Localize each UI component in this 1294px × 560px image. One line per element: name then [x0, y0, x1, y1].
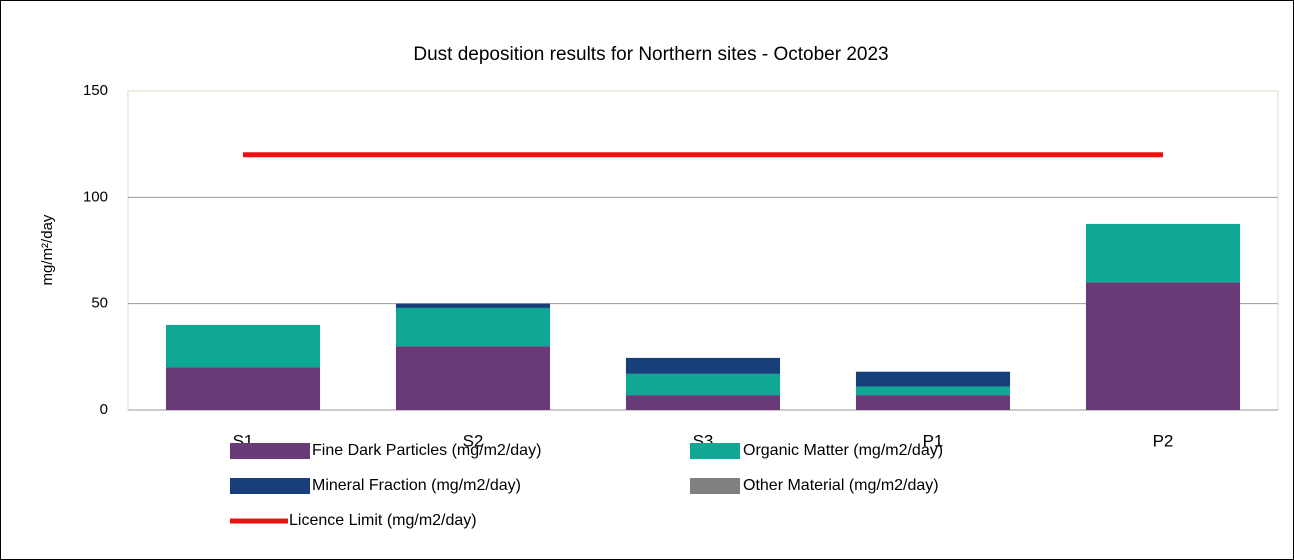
- legend-label: Other Material (mg/m2/day): [743, 477, 939, 494]
- x-tick-label: P1: [923, 431, 944, 450]
- y-axis-label: mg/m²/day: [39, 214, 56, 285]
- x-tick-label: P2: [1153, 431, 1174, 450]
- bar: [855, 395, 1011, 410]
- x-tick-label: S2: [463, 431, 484, 450]
- legend-label: Organic Matter (mg/m2/day): [743, 442, 943, 459]
- legend-swatch: [230, 478, 310, 494]
- bar: [855, 386, 1011, 396]
- bar: [395, 303, 551, 308]
- legend-swatch: [230, 443, 310, 459]
- bar: [165, 367, 321, 410]
- legend-swatch: [690, 478, 740, 494]
- y-tick-label: 150: [83, 82, 108, 99]
- bar: [1085, 223, 1241, 283]
- bar: [625, 395, 781, 410]
- legend-swatch: [690, 443, 740, 459]
- y-tick-label: 0: [100, 401, 108, 418]
- bar: [1085, 282, 1241, 410]
- bar: [395, 307, 551, 347]
- legend-label: Mineral Fraction (mg/m2/day): [312, 477, 521, 494]
- y-tick-label: 50: [91, 295, 108, 312]
- bar: [165, 324, 321, 368]
- legend-label: Fine Dark Particles (mg/m2/day): [312, 442, 541, 459]
- chart-title: Dust deposition results for Northern sit…: [413, 44, 888, 65]
- y-tick-label: 100: [83, 188, 108, 205]
- bar: [625, 373, 781, 396]
- bar: [625, 357, 781, 374]
- bar: [395, 346, 551, 410]
- legend-label: Licence Limit (mg/m2/day): [289, 512, 477, 529]
- bar: [855, 371, 1011, 387]
